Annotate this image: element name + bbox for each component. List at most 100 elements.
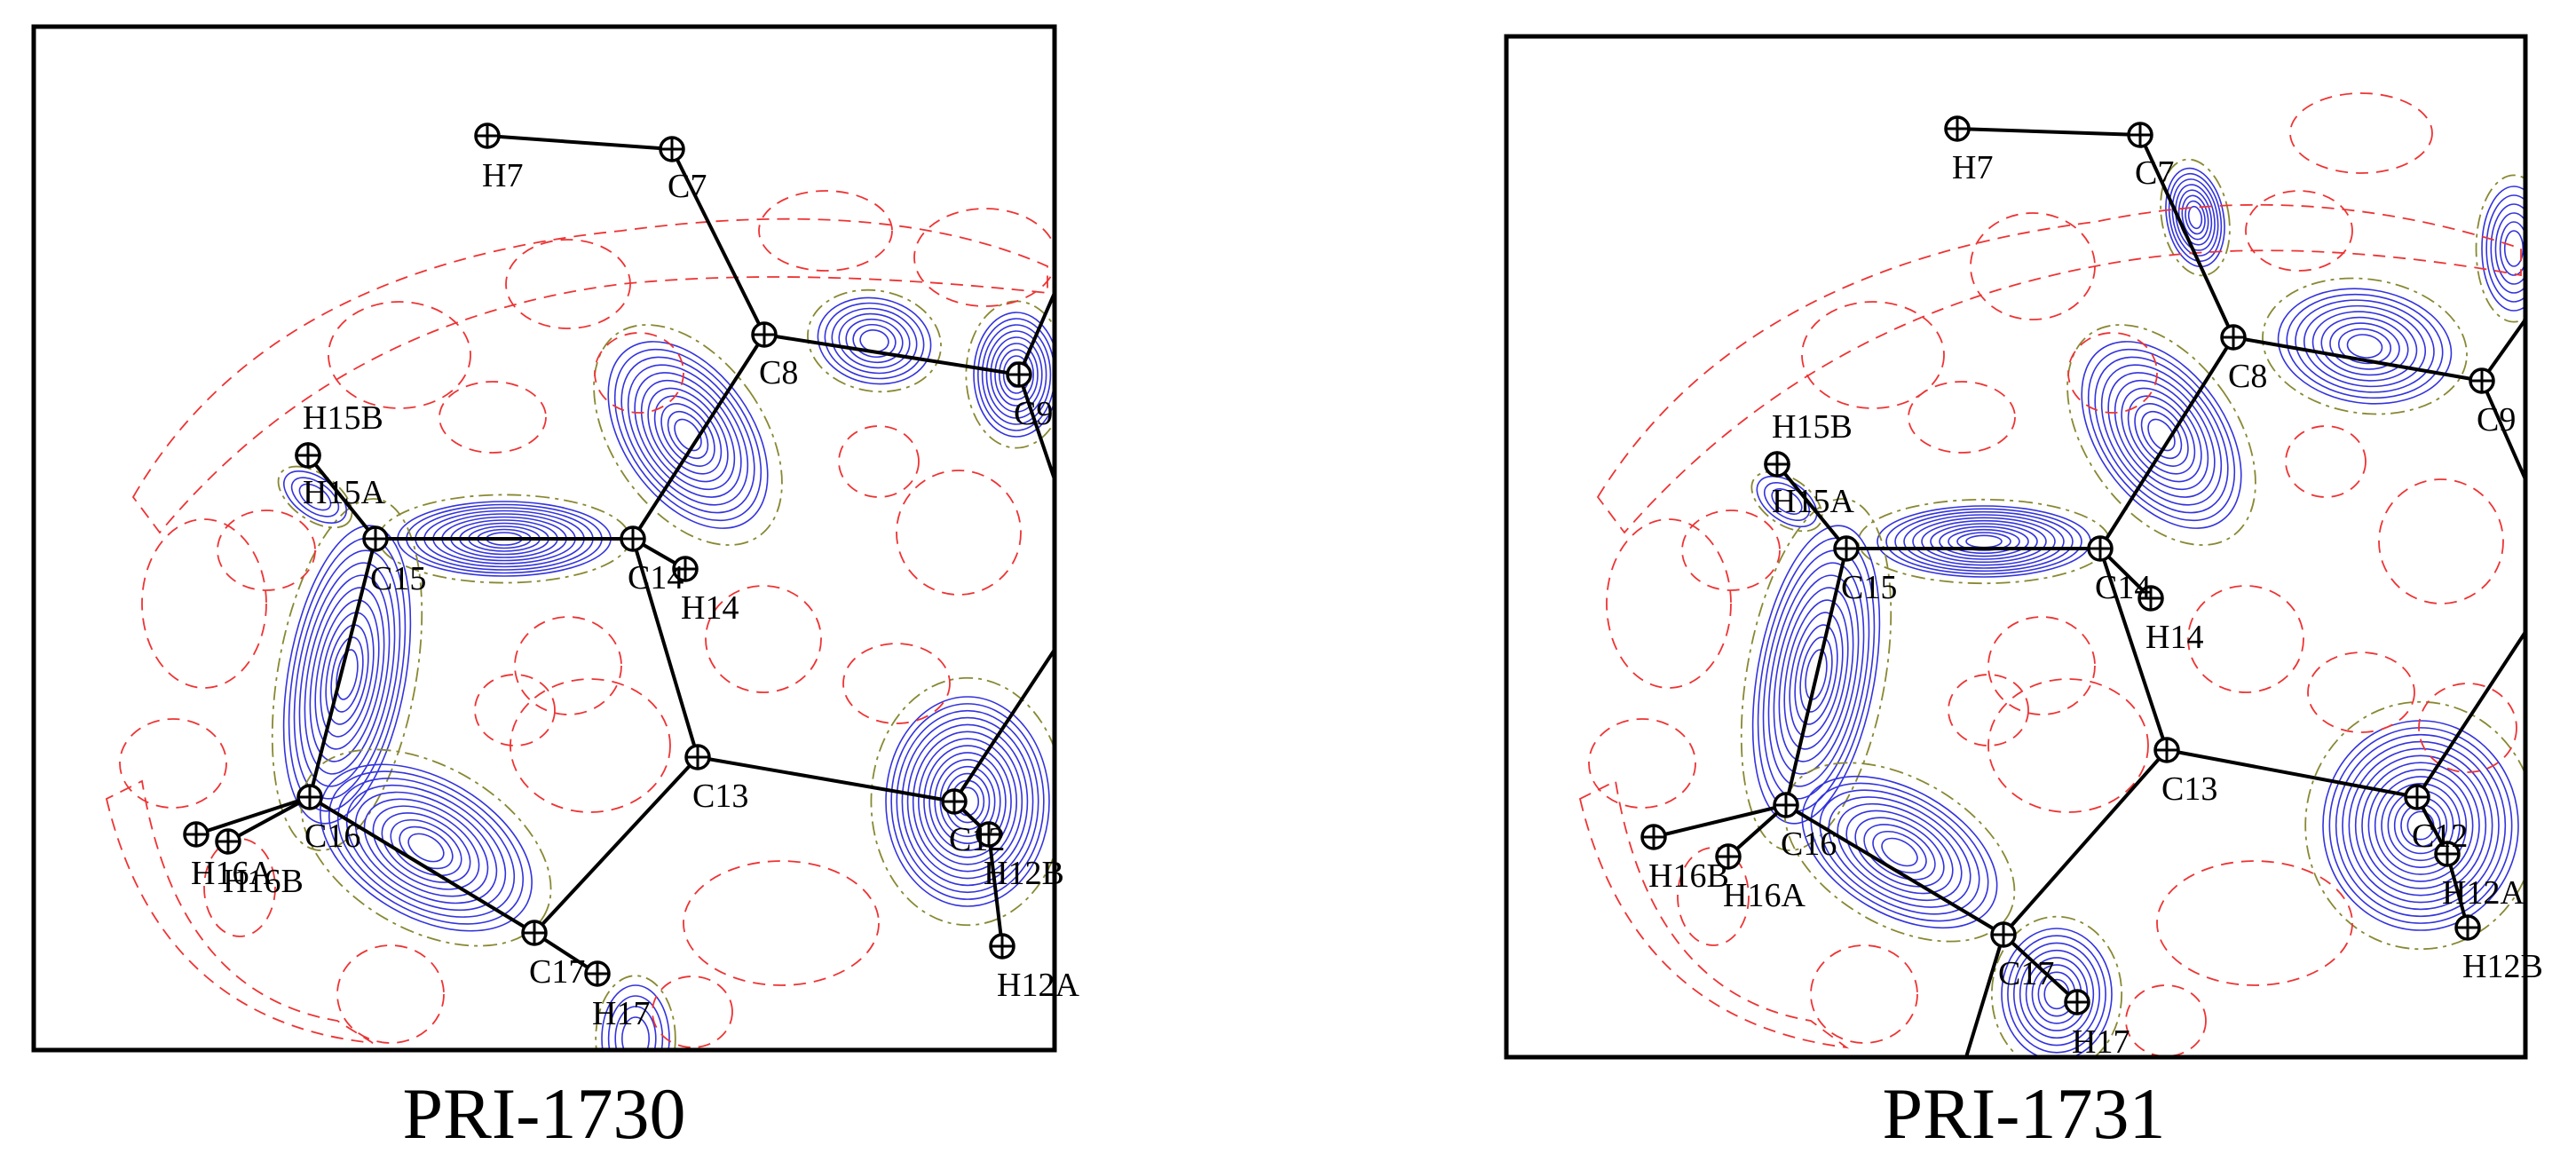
atom-label: H12B [984,855,1064,892]
positive-density-contour [2114,379,2209,491]
bond-line [2138,133,2235,339]
atom-label: C13 [2161,770,2217,808]
positive-density-contour [320,763,533,932]
atom-marker [2469,367,2495,394]
atom-label: H7 [1952,149,1993,186]
negative-density-contour [2418,683,2517,773]
atom-marker [2454,914,2481,941]
bond-line [1964,933,2005,1059]
bond-line [2002,748,2169,936]
atom-marker [2137,585,2164,612]
atom-label: H7 [482,157,523,194]
positive-density-contour [985,330,1047,419]
atom-label: H15B [1772,408,1853,446]
positive-density-contour [1837,802,1963,902]
atom-marker [584,960,611,987]
bond-line [952,648,1056,803]
positive-density-contour [1801,775,1998,929]
atom-marker [1764,451,1790,478]
bond-line [226,795,312,843]
atom-label: H17 [2072,1023,2130,1061]
plot-frame-pri-1730 [31,24,1057,1053]
atom-marker [684,744,711,770]
bond-line [631,333,766,541]
atom-label: C7 [2135,154,2174,192]
positive-density-contour [381,812,471,883]
zero-density-contour [870,676,1055,927]
atom-marker [659,136,685,162]
positive-density-contour [1912,517,2056,566]
bond-line [194,795,312,836]
positive-density-contour [2187,205,2203,230]
negative-density-contour [1970,212,2096,320]
atom-label: C16 [1781,825,1837,863]
bond-line [308,537,377,799]
negative-density-contour [328,301,471,409]
atom-label: H14 [2145,619,2203,656]
positive-density-contour [363,798,489,897]
positive-density-contour [999,349,1035,400]
atom-marker [362,525,389,552]
atom-label: C16 [304,818,360,855]
positive-density-contour [2361,762,2480,889]
positive-density-contour [1965,534,2003,549]
negative-density-contour [1908,381,2016,454]
bond-line [2480,379,2527,481]
positive-density-contour [2094,356,2229,514]
negative-density-contour [683,860,880,986]
atom-label: H16B [1648,857,1729,895]
positive-density-contour [2503,230,2525,267]
atom-marker [295,442,321,469]
negative-density-contour [2378,478,2504,604]
negative-density-contour [141,518,267,689]
positive-density-contour [845,318,904,364]
atom-marker [2064,989,2090,1015]
positive-density-contour [336,778,516,918]
positive-density-contour [620,356,755,514]
positive-density-contour [2019,949,2095,1039]
bond-line [486,134,674,151]
positive-density-contour [994,343,1039,407]
positive-density-contour [621,1016,650,1050]
negative-density-contour [510,678,671,813]
atom-marker [1990,921,2017,948]
positive-density-contour [2181,194,2209,241]
atom-label: C15 [370,560,426,597]
positive-density-contour [634,372,742,498]
atom-label: H16A [1723,877,1806,914]
atom-marker [976,821,1002,848]
positive-density-contour [328,770,525,925]
positive-density-contour [647,387,729,483]
atom-marker [989,933,1015,960]
atom-label: H15A [1772,483,1854,520]
atom-label: H17 [592,995,650,1032]
positive-density-contour [1771,488,1803,515]
positive-density-contour [290,477,340,517]
positive-density-contour [928,752,1007,851]
negative-density-contour [2125,984,2207,1057]
atom-marker [1773,792,1799,818]
bond-line [2098,547,2169,752]
negative-density-contour [1801,301,1945,409]
zero-density-contour [2160,158,2231,277]
negative-density-contour [594,332,684,414]
positive-density-contour [1828,796,1972,908]
positive-density-contour [852,323,897,359]
positive-density-contour [1885,508,2082,575]
positive-density-contour [390,818,462,877]
positive-density-contour [1921,519,2047,564]
atom-label: C12 [949,821,1005,858]
positive-density-contour [1767,562,1865,787]
zero-density-contour [593,324,783,546]
negative-density-contour [119,718,227,809]
positive-density-contour [831,307,918,375]
positive-density-contour [2147,418,2176,452]
atom-marker [215,828,241,855]
bond-line [2165,748,2419,799]
zero-density-contour [1740,498,1892,851]
positive-density-contour [2121,387,2202,483]
bond-line [987,833,1004,948]
zero-density-contour [1750,470,1823,533]
